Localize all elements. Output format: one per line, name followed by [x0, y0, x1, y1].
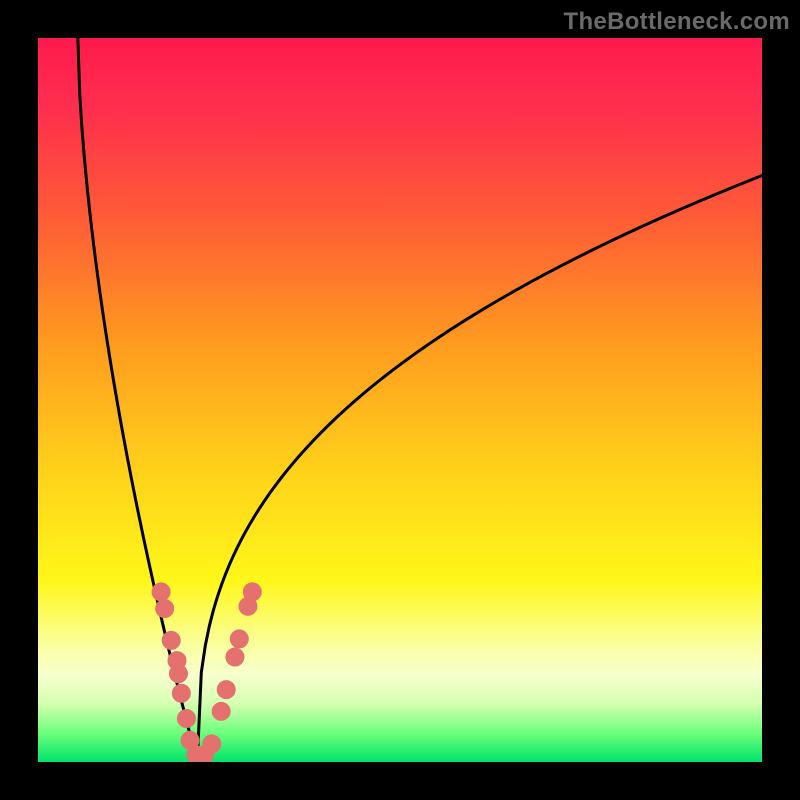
- plot-area: [38, 38, 762, 762]
- data-marker: [217, 681, 235, 699]
- data-marker: [152, 583, 170, 601]
- data-marker: [169, 665, 187, 683]
- data-marker: [230, 630, 248, 648]
- data-marker: [177, 710, 195, 728]
- chart-container: TheBottleneck.com: [0, 0, 800, 800]
- data-marker: [243, 583, 261, 601]
- data-marker: [162, 631, 180, 649]
- data-marker: [172, 684, 190, 702]
- bottleneck-curve-svg: [38, 38, 762, 762]
- data-marker: [212, 702, 230, 720]
- data-marker: [203, 735, 221, 753]
- curve-right-branch: [197, 176, 762, 762]
- watermark-text: TheBottleneck.com: [564, 8, 790, 36]
- data-marker: [226, 648, 244, 666]
- data-marker: [156, 600, 174, 618]
